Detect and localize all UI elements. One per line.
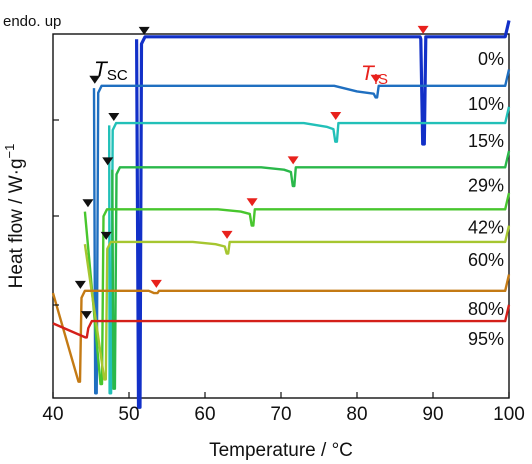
series-line bbox=[83, 225, 511, 381]
y-axis-title: Heat flow / W·g−1 bbox=[2, 144, 27, 289]
series-label: 80% bbox=[468, 299, 504, 319]
t-sc-label: TSC bbox=[94, 58, 128, 84]
endo-annotation: endo. up bbox=[3, 13, 61, 30]
series-line bbox=[52, 304, 511, 339]
series-line bbox=[111, 150, 511, 390]
series-label: 0% bbox=[478, 49, 504, 69]
tis-marker bbox=[221, 230, 233, 239]
plot-frame bbox=[52, 33, 510, 399]
x-axis-title: Temperature / °C bbox=[209, 440, 353, 461]
tsc-marker bbox=[89, 75, 101, 84]
x-tick-label: 70 bbox=[270, 404, 291, 425]
series-line bbox=[135, 20, 511, 409]
x-tick-label: 100 bbox=[493, 404, 525, 425]
tis-marker bbox=[330, 112, 342, 121]
tis-marker bbox=[287, 156, 299, 165]
svg-text:Heat flow / W·g−1: Heat flow / W·g−1 bbox=[2, 144, 27, 289]
series-label: 15% bbox=[468, 131, 504, 151]
x-tick-label: 40 bbox=[42, 404, 63, 425]
series-label: 60% bbox=[468, 250, 504, 270]
tsc-marker bbox=[80, 311, 92, 320]
series-labels: 0% 10% 15% 29% 42% 60% 80% 95% bbox=[468, 49, 504, 349]
tis-marker bbox=[417, 25, 429, 34]
series-line bbox=[108, 106, 511, 395]
tsc-marker bbox=[82, 199, 94, 208]
tis-marker bbox=[370, 74, 382, 83]
series-label: 95% bbox=[468, 329, 504, 349]
series-layer bbox=[51, 20, 511, 409]
tis-marker bbox=[246, 198, 258, 207]
tis-marker bbox=[150, 279, 162, 288]
tsc-marker bbox=[108, 113, 120, 122]
tsc-marker bbox=[100, 231, 112, 240]
series-label: 29% bbox=[468, 175, 504, 195]
tsc-marker bbox=[74, 280, 86, 289]
tsc-marker bbox=[138, 26, 150, 35]
marker-layer bbox=[74, 25, 429, 320]
x-ticks: 40 50 60 70 80 90 100 bbox=[42, 119, 525, 425]
series-line bbox=[51, 274, 511, 383]
series-label: 10% bbox=[468, 94, 504, 114]
series-label: 42% bbox=[468, 217, 504, 237]
x-tick-label: 50 bbox=[118, 404, 139, 425]
series-line bbox=[92, 69, 511, 395]
series-line bbox=[83, 192, 511, 386]
x-tick-label: 90 bbox=[422, 404, 443, 425]
x-tick-label: 80 bbox=[346, 404, 367, 425]
t-is-label: TIS bbox=[361, 62, 388, 88]
x-tick-label: 60 bbox=[194, 404, 215, 425]
tsc-marker bbox=[102, 157, 114, 166]
